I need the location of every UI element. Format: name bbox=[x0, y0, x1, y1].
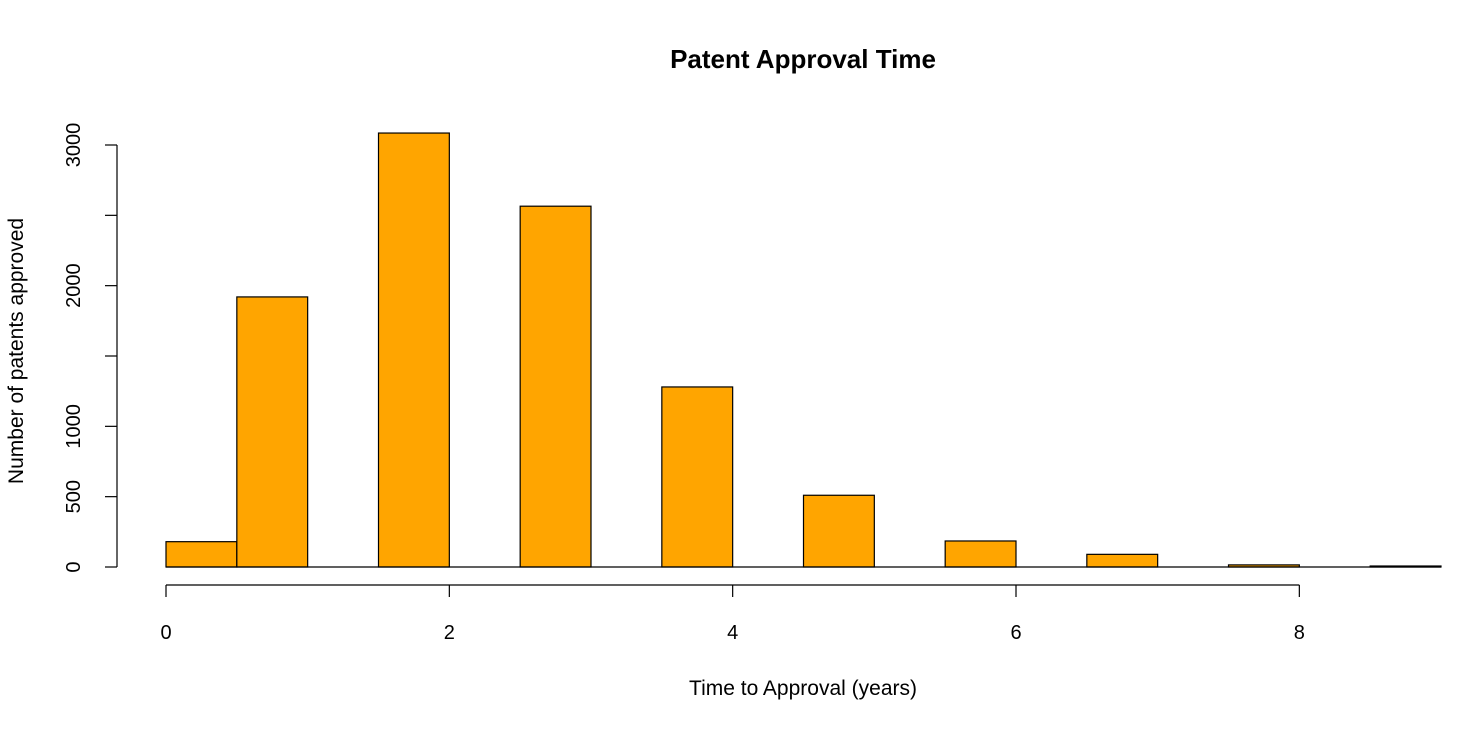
histogram-bar bbox=[802, 494, 875, 568]
y-tick-label: 2000 bbox=[63, 263, 85, 308]
histogram-bar bbox=[165, 541, 238, 568]
y-tick-label: 0 bbox=[63, 561, 85, 572]
chart-title: Patent Approval Time bbox=[670, 44, 936, 74]
x-tick-label: 2 bbox=[444, 622, 455, 644]
x-tick-label: 0 bbox=[160, 622, 171, 644]
x-tick-label: 8 bbox=[1294, 622, 1305, 644]
histogram-bar bbox=[519, 205, 592, 568]
x-tick-label: 4 bbox=[727, 622, 738, 644]
bars-group bbox=[165, 132, 1442, 568]
y-tick-label: 1000 bbox=[63, 404, 85, 449]
histogram-bar bbox=[944, 540, 1017, 568]
histogram-bar bbox=[377, 132, 450, 568]
histogram-bar bbox=[236, 296, 309, 568]
histogram-bar bbox=[1086, 553, 1159, 568]
x-tick-label: 6 bbox=[1010, 622, 1021, 644]
y-axis-label: Number of patents approved bbox=[5, 218, 28, 484]
y-axis: 0 500 1000 2000 3000 bbox=[63, 123, 118, 573]
y-tick-label: 3000 bbox=[63, 123, 85, 168]
histogram-bar bbox=[661, 386, 734, 568]
x-axis: 0 2 4 6 8 bbox=[160, 584, 1305, 644]
y-tick-label: 500 bbox=[63, 480, 85, 513]
x-axis-label: Time to Approval (years) bbox=[689, 677, 917, 700]
